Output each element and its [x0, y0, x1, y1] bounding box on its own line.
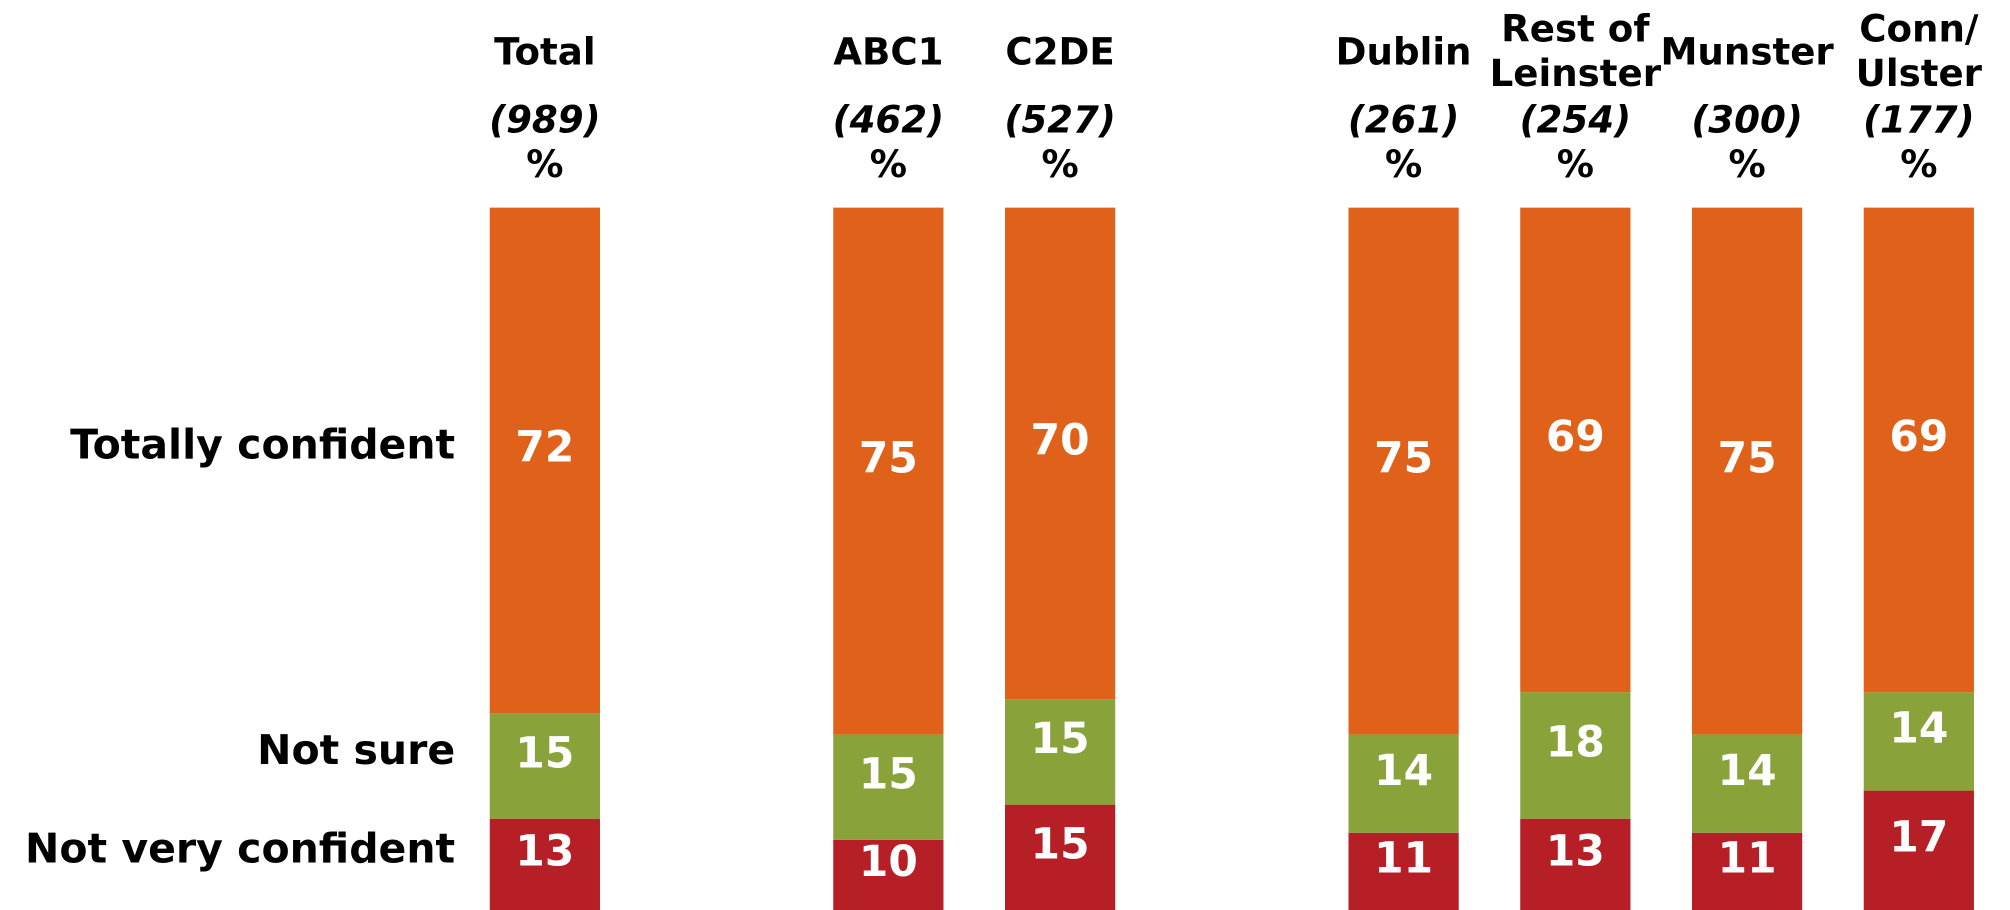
- column-header: ABC1: [833, 30, 943, 73]
- bar-segment: [489, 207, 600, 714]
- value-label: 75: [1718, 433, 1777, 482]
- bar-segment: [1005, 804, 1116, 910]
- column-header: Leinster: [1490, 52, 1662, 95]
- bar-segment: [1691, 734, 1803, 833]
- base-size: (462): [833, 98, 945, 141]
- value-label: 15: [1031, 820, 1090, 869]
- bar-segment: [833, 207, 944, 735]
- column-header: C2DE: [1005, 30, 1114, 73]
- value-label: 75: [1374, 433, 1433, 482]
- value-label: 15: [1031, 714, 1090, 763]
- base-size: (989): [489, 98, 601, 141]
- base-size: (261): [1348, 98, 1460, 141]
- column-header: Rest of: [1501, 7, 1650, 50]
- bar-segment: [833, 839, 944, 910]
- value-label: 17: [1889, 813, 1948, 862]
- value-label: 14: [1718, 746, 1777, 795]
- bar-segment: [1005, 207, 1116, 700]
- series-label: Not very confident: [25, 825, 455, 873]
- bar-segment: [1348, 734, 1459, 833]
- base-size: (254): [1520, 98, 1632, 141]
- value-label: 14: [1374, 746, 1433, 795]
- bar-segment: [1348, 832, 1459, 910]
- bar-segment: [1863, 207, 1974, 693]
- value-label: 72: [515, 423, 574, 472]
- bar-segment: [1863, 790, 1974, 910]
- bar-segment: [1005, 699, 1116, 805]
- value-label: 11: [1374, 834, 1433, 883]
- value-label: 14: [1889, 704, 1948, 753]
- unit-label: %: [1557, 143, 1594, 186]
- unit-label: %: [1728, 143, 1765, 186]
- value-label: 70: [1031, 416, 1090, 465]
- unit-label: %: [870, 143, 907, 186]
- base-size: (300): [1691, 98, 1803, 141]
- unit-label: %: [526, 143, 563, 186]
- value-label: 69: [1546, 412, 1605, 461]
- unit-label: %: [1385, 143, 1422, 186]
- column-header: Dublin: [1336, 30, 1472, 73]
- bar-segment: [1863, 692, 1974, 791]
- bar-segment: [833, 734, 944, 840]
- value-label: 11: [1718, 834, 1777, 883]
- column-header: Conn/: [1859, 7, 1979, 50]
- value-label: 10: [859, 837, 918, 886]
- column-header: Munster: [1660, 30, 1834, 73]
- base-size: (527): [1004, 98, 1116, 141]
- bar-segment: [1520, 207, 1631, 693]
- value-label: 75: [859, 433, 918, 482]
- series-label: Not sure: [257, 726, 455, 774]
- base-size: (177): [1863, 98, 1975, 141]
- bar-segment: [1691, 832, 1803, 910]
- value-label: 13: [515, 827, 574, 876]
- bar-segment: [1348, 207, 1459, 735]
- bar-segment: [1691, 207, 1803, 735]
- value-label: 15: [859, 749, 918, 798]
- bar-segment: [1520, 818, 1631, 910]
- bar-segment: [489, 818, 600, 910]
- value-label: 15: [515, 728, 574, 777]
- bar-segment: [489, 713, 600, 819]
- column-header: Ulster: [1856, 52, 1983, 95]
- unit-label: %: [1900, 143, 1937, 186]
- series-label: Totally confident: [70, 421, 455, 469]
- bar-segment: [1520, 692, 1631, 819]
- value-label: 13: [1546, 827, 1605, 876]
- column-header: Total: [494, 30, 596, 73]
- value-label: 69: [1889, 412, 1948, 461]
- value-label: 18: [1546, 718, 1605, 767]
- unit-label: %: [1041, 143, 1078, 186]
